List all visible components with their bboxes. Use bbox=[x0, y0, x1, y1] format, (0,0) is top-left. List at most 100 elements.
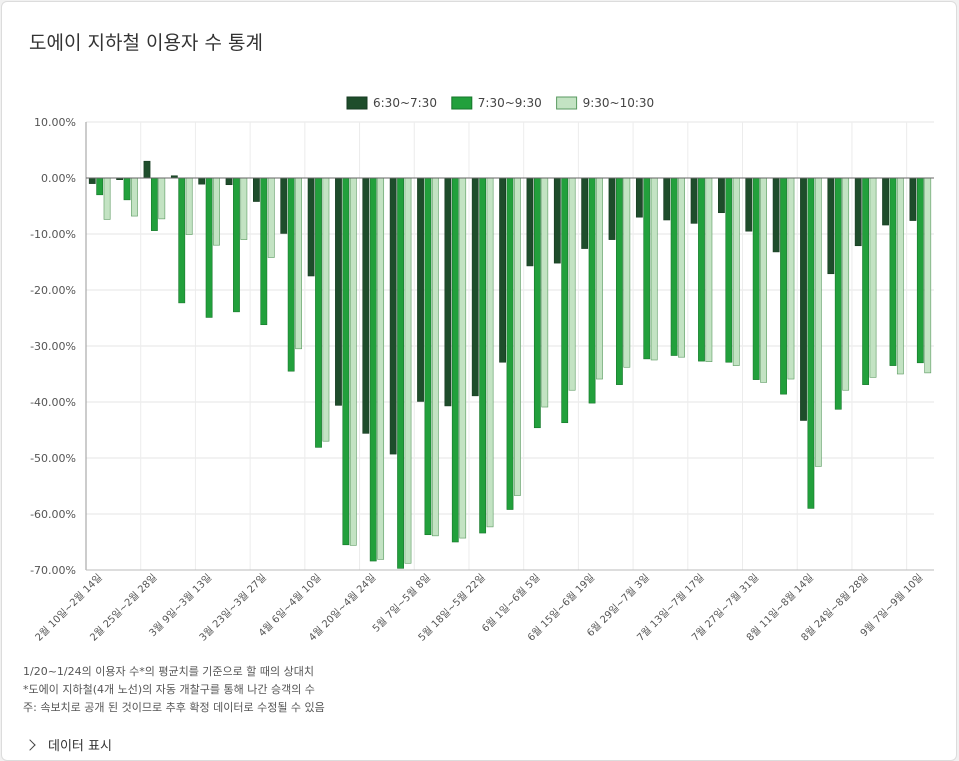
bar-series-2 bbox=[369, 177, 377, 562]
bar-series-3 bbox=[732, 177, 740, 366]
y-tick-label: -70.00% bbox=[30, 564, 76, 577]
bar-series-3 bbox=[131, 177, 138, 217]
page-title: 도에이 지하철 이용자 수 통계 bbox=[29, 32, 263, 54]
bar-series-3 bbox=[185, 177, 193, 235]
bar-series-1 bbox=[280, 177, 288, 234]
bar-series-1 bbox=[444, 177, 452, 407]
bar-series-2 bbox=[533, 177, 541, 429]
bar-series-2 bbox=[260, 177, 268, 326]
bar-series-3 bbox=[787, 177, 795, 380]
bar-series-2 bbox=[916, 177, 924, 364]
bar-series-3 bbox=[213, 177, 220, 246]
bar-series-3 bbox=[240, 177, 248, 240]
y-tick-label: -10.00% bbox=[30, 228, 76, 241]
bar-series-1 bbox=[772, 177, 780, 253]
bar-series-3 bbox=[459, 177, 467, 539]
bar-series-2 bbox=[561, 177, 569, 424]
bar-series-2 bbox=[834, 177, 842, 410]
bar-series-3 bbox=[760, 177, 767, 383]
bar-series-3 bbox=[678, 177, 685, 358]
note-line: *도에이 지하철(4개 노선)의 자동 개찰구를 통해 나간 승객의 수 bbox=[23, 683, 315, 696]
bar-series-3 bbox=[349, 177, 357, 546]
bar-series-3 bbox=[513, 177, 521, 496]
bar-series-3 bbox=[267, 177, 275, 258]
bar-series-3 bbox=[377, 177, 385, 560]
bar-series-1 bbox=[526, 177, 534, 267]
bar-series-1 bbox=[362, 177, 370, 434]
bar-series-1 bbox=[553, 177, 561, 264]
bar-series-2 bbox=[807, 177, 815, 509]
bar-series-2 bbox=[698, 177, 705, 362]
bar-series-1 bbox=[417, 177, 424, 402]
y-tick-label: -50.00% bbox=[30, 452, 76, 465]
bar-series-3 bbox=[158, 177, 166, 220]
bar-series-1 bbox=[143, 160, 151, 179]
y-tick-label: 0.00% bbox=[41, 172, 76, 185]
legend-swatch bbox=[556, 96, 578, 110]
bar-series-2 bbox=[96, 177, 104, 196]
bar-series-3 bbox=[103, 177, 111, 220]
bar-series-2 bbox=[287, 177, 295, 372]
x-tick-label: 5월 7일~5월 8일 bbox=[370, 572, 433, 635]
bar-series-3 bbox=[596, 177, 603, 380]
bar-series-2 bbox=[424, 177, 432, 536]
bar-series-2 bbox=[479, 177, 487, 534]
bar-series-2 bbox=[588, 177, 596, 404]
legend-swatch bbox=[451, 96, 473, 110]
legend-label: 7:30~9:30 bbox=[478, 96, 542, 110]
bar-series-2 bbox=[752, 177, 760, 380]
bar-series-3 bbox=[896, 177, 904, 375]
bar-series-1 bbox=[88, 177, 96, 184]
bar-series-3 bbox=[322, 177, 330, 442]
legend-item: 6:30~7:30 bbox=[346, 96, 437, 110]
bar-series-2 bbox=[178, 177, 186, 304]
bar-series-3 bbox=[568, 177, 576, 391]
bar-series-2 bbox=[616, 177, 623, 385]
bar-series-3 bbox=[650, 177, 658, 361]
y-tick-label: -20.00% bbox=[30, 284, 76, 297]
bar-series-3 bbox=[486, 177, 494, 528]
note-line: 주: 속보치로 공개 된 것이므로 추후 확정 데이터로 수정될 수 있음 bbox=[23, 701, 325, 714]
bar-series-1 bbox=[882, 177, 889, 226]
bar-series-3 bbox=[924, 177, 932, 374]
y-tick-label: -30.00% bbox=[30, 340, 76, 353]
bar-series-2 bbox=[342, 177, 350, 546]
bar-series-2 bbox=[780, 177, 787, 395]
bar-series-1 bbox=[198, 177, 206, 185]
bar-series-1 bbox=[800, 177, 807, 421]
show-data-toggle[interactable]: 데이터 표시 bbox=[24, 735, 112, 754]
bar-series-1 bbox=[225, 177, 233, 186]
bar-series-2 bbox=[150, 177, 158, 231]
bar-series-1 bbox=[389, 177, 397, 455]
bar-series-2 bbox=[643, 177, 651, 360]
y-tick-label: -60.00% bbox=[30, 508, 76, 521]
bar-series-1 bbox=[499, 177, 506, 363]
bar-series-1 bbox=[471, 177, 479, 397]
legend-swatch bbox=[346, 96, 368, 110]
bar-series-3 bbox=[431, 177, 439, 537]
bar-series-2 bbox=[670, 177, 678, 356]
legend-label: 9:30~10:30 bbox=[583, 96, 655, 110]
bar-series-1 bbox=[690, 177, 698, 224]
bar-series-2 bbox=[725, 177, 733, 363]
bar-series-3 bbox=[842, 177, 850, 391]
note-line: 1/20~1/24의 이용자 수*의 평균치를 기준으로 할 때의 상대치 bbox=[23, 665, 314, 678]
bar-series-1 bbox=[745, 177, 753, 232]
bar-series-2 bbox=[205, 177, 213, 318]
x-tick-label: 6월 1일~6월 5일 bbox=[480, 572, 543, 635]
bar-series-3 bbox=[705, 177, 713, 362]
legend-label: 6:30~7:30 bbox=[373, 96, 437, 110]
bar-series-2 bbox=[315, 177, 322, 448]
bar-series-1 bbox=[909, 177, 917, 221]
bar-series-2 bbox=[889, 177, 897, 366]
legend-item: 7:30~9:30 bbox=[451, 96, 542, 110]
bar-series-2 bbox=[451, 177, 459, 543]
bar-series-2 bbox=[123, 177, 131, 201]
bar-series-3 bbox=[541, 177, 549, 408]
bar-series-2 bbox=[233, 177, 240, 313]
bar-series-1 bbox=[253, 177, 260, 202]
bar-series-1 bbox=[608, 177, 616, 240]
chevron-right-icon bbox=[24, 738, 36, 751]
bar-series-1 bbox=[635, 177, 643, 218]
